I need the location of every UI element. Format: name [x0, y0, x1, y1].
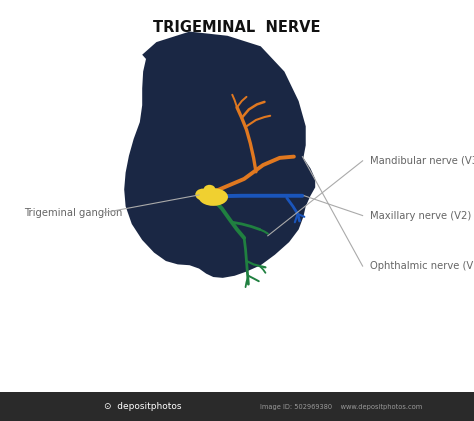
- Bar: [0, 392, 474, 421]
- Text: Image ID: 502969380    www.depositphotos.com: Image ID: 502969380 www.depositphotos.co…: [260, 404, 422, 410]
- Ellipse shape: [203, 185, 215, 194]
- Polygon shape: [124, 32, 315, 278]
- Text: Mandibular nerve (V3): Mandibular nerve (V3): [370, 156, 474, 166]
- Text: Maxillary nerve (V2): Maxillary nerve (V2): [370, 210, 471, 221]
- Text: TRIGEMINAL  NERVE: TRIGEMINAL NERVE: [153, 20, 321, 35]
- Text: ⊙  depositphotos: ⊙ depositphotos: [104, 402, 182, 411]
- Ellipse shape: [199, 188, 228, 206]
- Ellipse shape: [195, 189, 210, 200]
- Text: Ophthalmic nerve (V1): Ophthalmic nerve (V1): [370, 261, 474, 271]
- Text: Trigeminal ganglion: Trigeminal ganglion: [24, 208, 122, 218]
